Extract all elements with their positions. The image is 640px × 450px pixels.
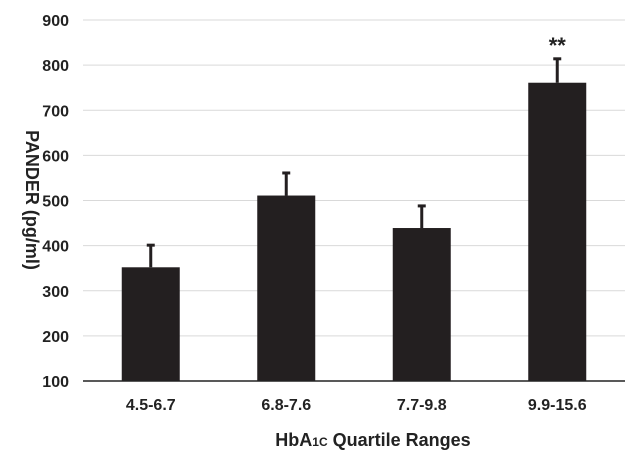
bar: [392, 228, 451, 381]
y-tick-label: 500: [42, 194, 69, 211]
y-tick-label: 200: [42, 329, 69, 346]
y-tick-label: 400: [42, 239, 69, 256]
y-tick-label: 100: [42, 374, 69, 391]
x-axis-title-subscript: 1C: [312, 435, 328, 449]
x-axis-title-rest: Quartile Ranges: [328, 430, 471, 450]
y-tick-label: 800: [42, 58, 69, 75]
y-axis-title: PANDER (pg/ml): [22, 130, 42, 270]
y-tick-label: 900: [42, 13, 69, 30]
y-tick-label: 600: [42, 148, 69, 165]
bar: [121, 267, 180, 381]
x-axis-title: HbA1C Quartile Ranges: [275, 430, 470, 450]
significance-label: **: [549, 33, 567, 58]
bars: [121, 57, 587, 381]
y-tick-label: 700: [42, 103, 69, 120]
x-tick-label: 4.5-6.7: [126, 397, 176, 414]
bar: [528, 82, 587, 381]
x-axis-title-main: HbA: [275, 430, 312, 450]
x-tick-label: 6.8-7.6: [261, 397, 311, 414]
x-tick-label: 9.9-15.6: [528, 397, 587, 414]
y-tick-label: 300: [42, 284, 69, 301]
labels: 100 200 300 400 500 600 700 800 900 4.5-6.7 6.8-7.…: [42, 13, 586, 414]
x-tick-label: 7.7-9.8: [397, 397, 447, 414]
bar: [257, 195, 316, 381]
